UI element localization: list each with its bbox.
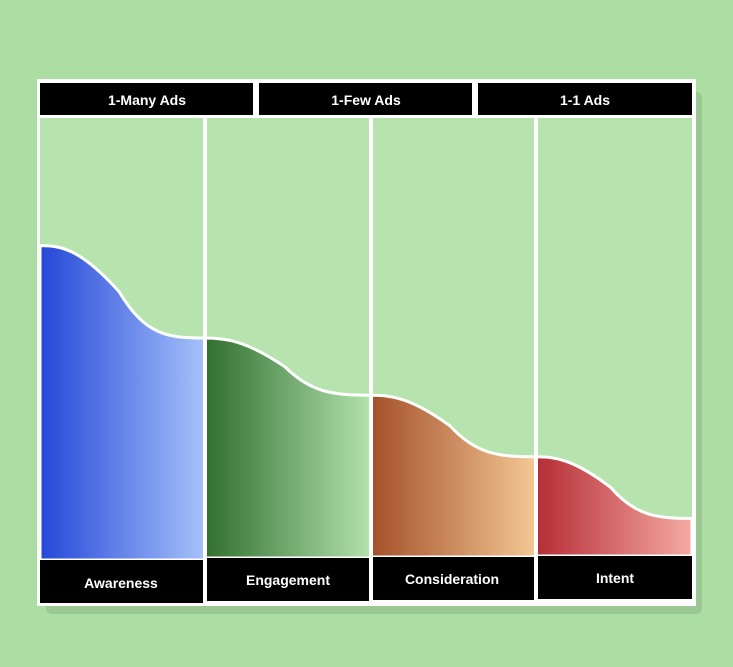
stage-bar-engagement: Engagement [207, 558, 369, 601]
header-label: 1-1 Ads [560, 92, 610, 108]
stage-bar-background [207, 558, 369, 601]
awareness-wave [38, 244, 207, 562]
header-bar-background [478, 83, 692, 115]
stage-bar-background [373, 557, 534, 600]
header-label: 1-Few Ads [331, 92, 401, 108]
column-divider [534, 118, 538, 603]
stage-bar-awareness: Awareness [40, 560, 203, 603]
header-label: 1-Many Ads [108, 92, 186, 108]
stage-bar-background [538, 556, 692, 599]
stage-bar-consideration: Consideration [373, 557, 534, 600]
column-divider [203, 118, 207, 603]
stage-label: Awareness [84, 575, 158, 591]
stage-label: Consideration [405, 571, 499, 587]
header-bar-background [40, 83, 253, 115]
engagement-wave [203, 336, 373, 560]
column-divider [369, 118, 373, 603]
header-bar-background [259, 83, 472, 115]
stage-bar-intent: Intent [538, 556, 692, 599]
stage-label: Intent [596, 570, 634, 586]
header-bar-1-few: 1-Few Ads [259, 83, 472, 115]
stage-label: Engagement [246, 572, 330, 588]
header-bar-1-many: 1-Many Ads [40, 83, 253, 115]
intent-wave [534, 455, 694, 558]
consideration-wave [369, 393, 538, 559]
stage-bar-background [40, 560, 203, 603]
header-bar-1-1: 1-1 Ads [478, 83, 692, 115]
